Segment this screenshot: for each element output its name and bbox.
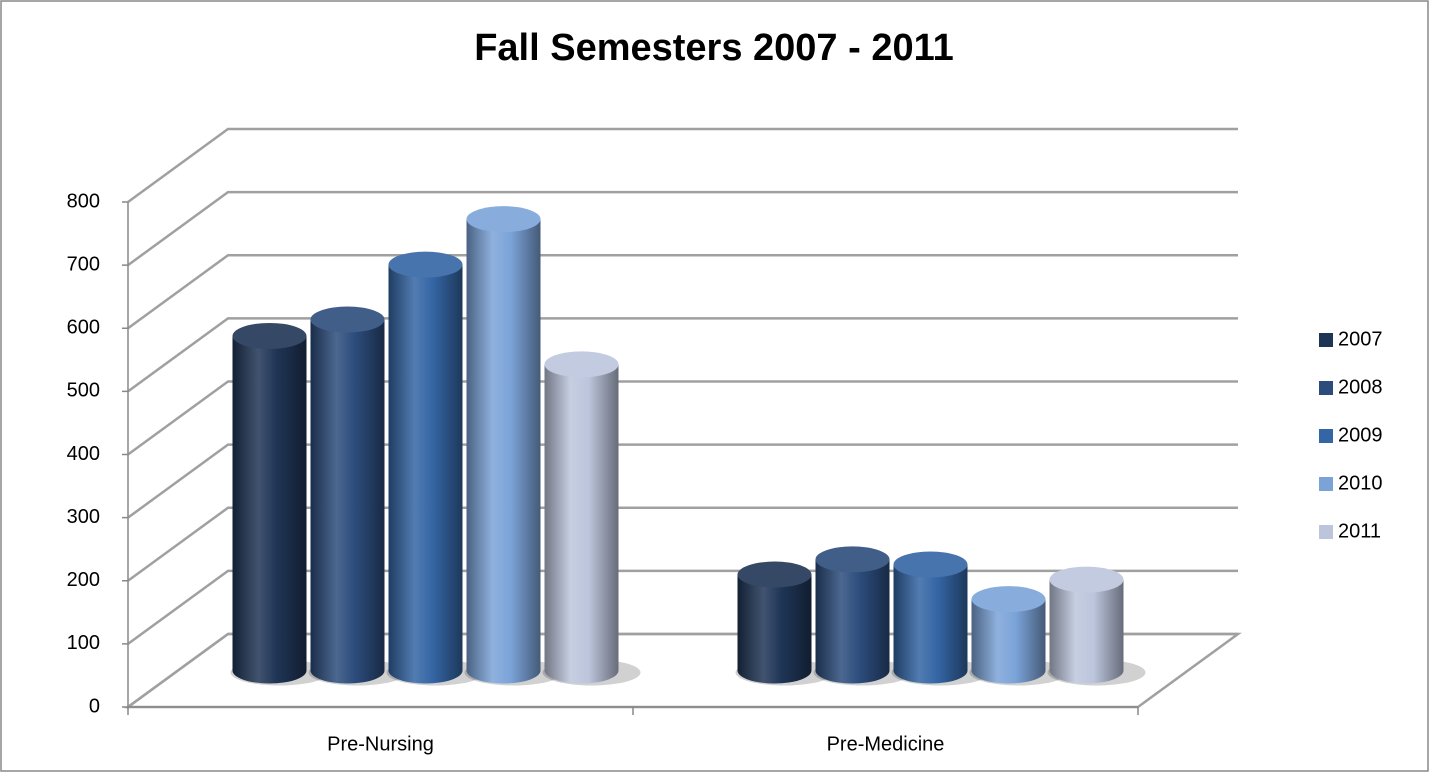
bar-top — [232, 322, 307, 349]
y-tick-label: 600 — [67, 317, 100, 339]
chart-title: Fall Semesters 2007 - 2011 — [474, 27, 954, 69]
bar — [232, 335, 307, 671]
bar — [544, 364, 619, 671]
grid-line — [127, 380, 1238, 456]
grid-line — [127, 506, 1238, 582]
y-tick-label: 800 — [67, 190, 100, 212]
y-tick-label: 700 — [67, 253, 100, 275]
bar-top — [388, 251, 463, 278]
bar-top — [310, 306, 385, 333]
grid-line — [127, 254, 1238, 330]
bar-top — [544, 351, 619, 378]
bar-top — [815, 546, 890, 573]
bar-top — [737, 561, 812, 588]
legend-swatch — [1319, 333, 1333, 347]
x-tick-label: Pre-Medicine — [827, 733, 945, 755]
bar — [815, 559, 890, 671]
grid-line — [127, 317, 1238, 393]
bar-top — [971, 586, 1046, 613]
x-tick-label: Pre-Nursing — [327, 733, 434, 755]
bar — [388, 264, 463, 671]
grid-line — [127, 190, 1238, 267]
y-tick-label: 400 — [67, 443, 100, 465]
bar-top — [1049, 566, 1124, 593]
legend-label: 2010 — [1338, 472, 1383, 494]
legend-swatch — [1319, 381, 1333, 395]
y-tick-label: 500 — [67, 380, 100, 402]
bar-top — [466, 206, 541, 233]
bar-top — [893, 551, 968, 578]
bar — [737, 574, 812, 671]
bar — [466, 219, 541, 671]
bar — [310, 319, 385, 671]
y-tick-label: 300 — [67, 506, 100, 528]
grid-line — [127, 127, 1238, 204]
legend-swatch — [1319, 429, 1333, 443]
grid-line — [127, 443, 1238, 519]
y-tick-label: 100 — [67, 632, 100, 654]
legend-label: 2011 — [1338, 520, 1381, 542]
legend-label: 2009 — [1338, 424, 1383, 446]
bar — [893, 564, 968, 671]
y-tick-label: 200 — [67, 569, 100, 591]
legend-swatch — [1319, 477, 1333, 491]
legend-label: 2008 — [1338, 376, 1383, 398]
y-tick-label: 0 — [89, 695, 100, 717]
bar — [1049, 579, 1124, 671]
legend-label: 2007 — [1338, 328, 1383, 350]
legend-swatch — [1319, 525, 1333, 539]
